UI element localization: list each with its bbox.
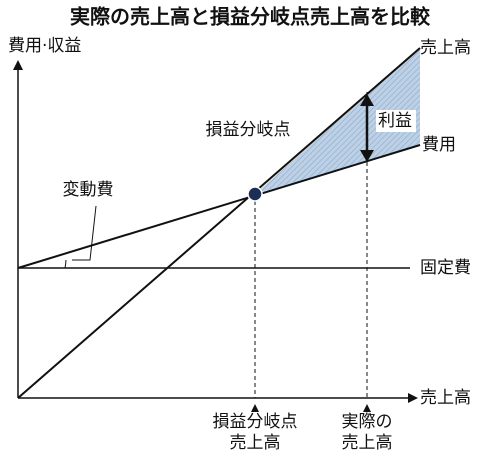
breakeven-label: 損益分岐点 bbox=[206, 120, 291, 140]
x-marker-label: 実際の bbox=[342, 412, 393, 432]
sales-label: 売上高 bbox=[420, 38, 471, 58]
cost-label: 費用 bbox=[422, 135, 456, 155]
x-axis-label: 売上高 bbox=[420, 388, 471, 408]
angle-arc bbox=[64, 259, 67, 269]
fixed-cost-label: 固定費 bbox=[420, 258, 471, 278]
variable-cost-label: 変動費 bbox=[63, 180, 114, 200]
profit-label-bg bbox=[376, 110, 416, 132]
title: 実際の売上高と損益分岐点売上高を比較 bbox=[70, 5, 431, 29]
x-marker-label: 売上高 bbox=[230, 433, 281, 453]
arrow-head bbox=[360, 94, 374, 106]
x-marker-label: 損益分岐点 bbox=[213, 412, 298, 432]
tick-arrow bbox=[251, 404, 259, 412]
arrow-head bbox=[360, 150, 374, 162]
leader-line bbox=[72, 205, 97, 261]
cost-line bbox=[17, 144, 421, 269]
y-axis-label: 費用·収益 bbox=[8, 36, 81, 56]
tick-arrow bbox=[363, 404, 371, 412]
x-marker-label: 売上高 bbox=[342, 433, 393, 453]
breakeven-point bbox=[247, 186, 263, 202]
sales-line bbox=[17, 47, 421, 399]
profit-label: 利益 bbox=[378, 111, 412, 131]
